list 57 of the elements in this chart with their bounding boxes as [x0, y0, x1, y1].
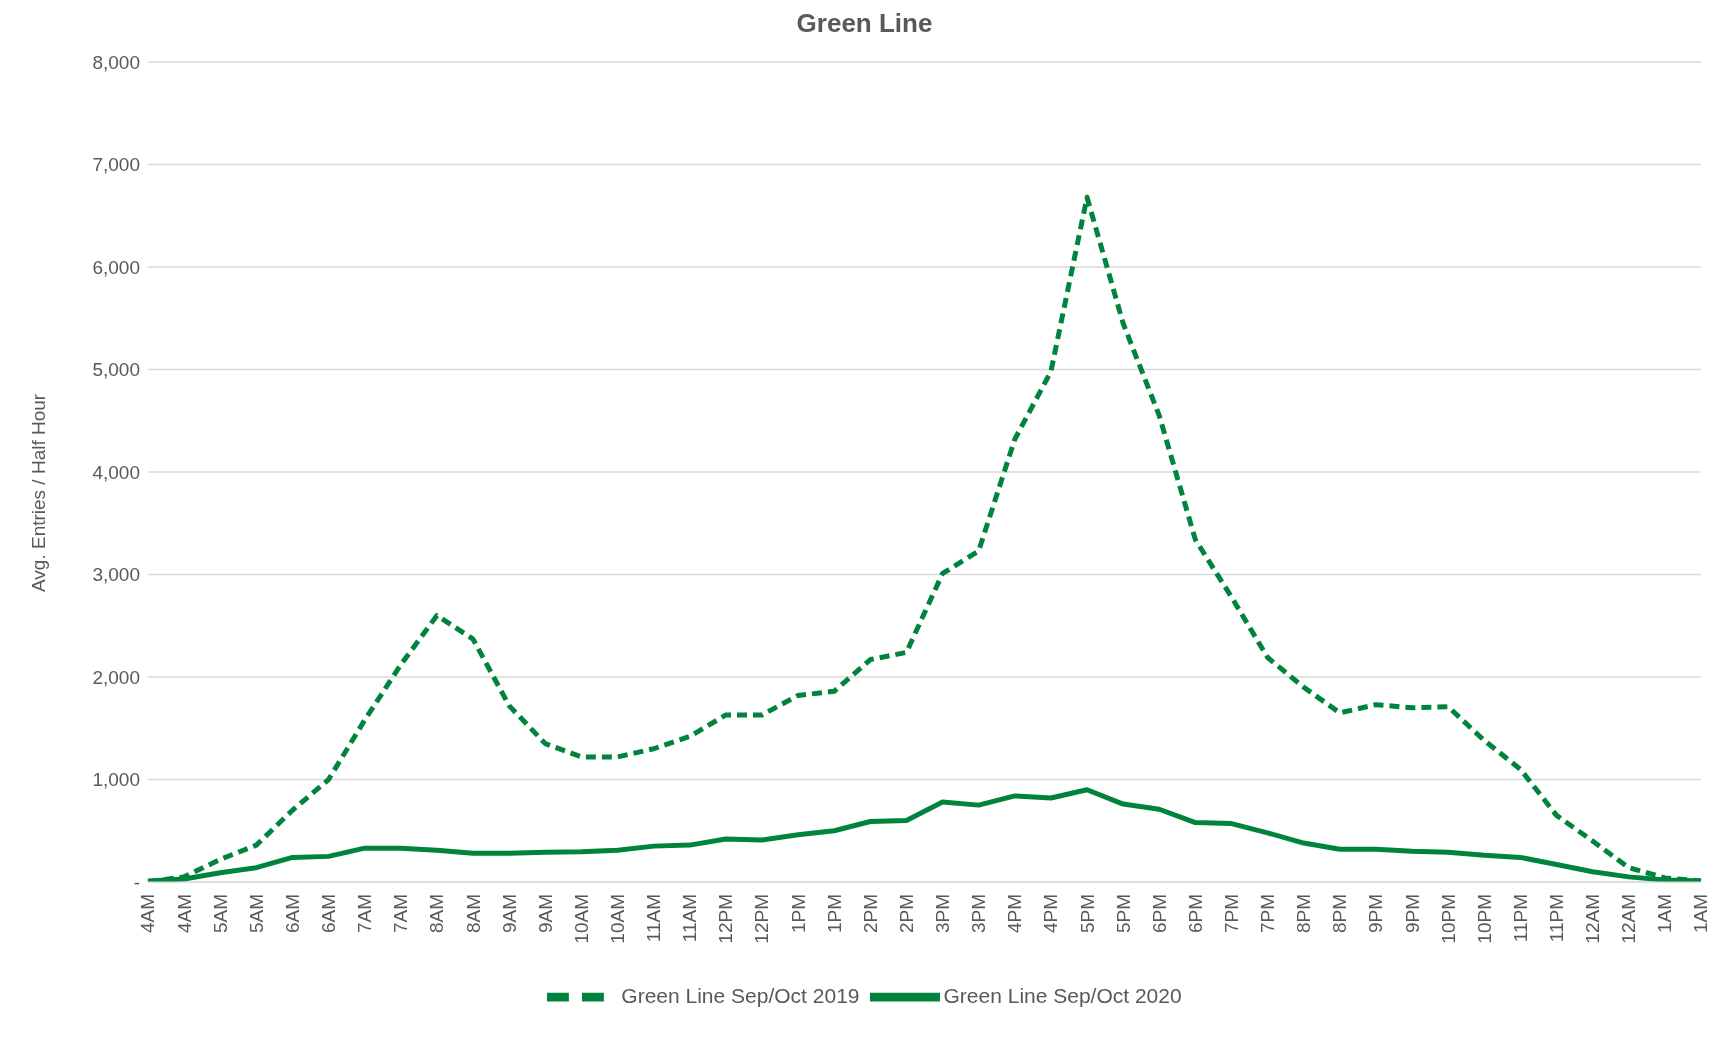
x-tick-label: 6PM: [1148, 894, 1170, 934]
legend-label: Green Line Sep/Oct 2019: [621, 983, 860, 1007]
x-tick-label: 9AM: [498, 894, 520, 934]
x-tick-label: 10PM: [1437, 894, 1459, 944]
y-tick-label: 5,000: [92, 359, 140, 381]
x-tick-label: 12AM: [1582, 894, 1604, 944]
x-tick-label: 11PM: [1546, 894, 1568, 943]
x-tick-label: 12AM: [1618, 894, 1640, 944]
x-tick-label: 8PM: [1329, 894, 1351, 934]
x-tick-label: 5AM: [209, 894, 231, 934]
x-tick-label: 4PM: [1040, 894, 1062, 934]
x-tick-label: 3PM: [968, 894, 990, 934]
x-tick-label: 7AM: [354, 894, 376, 934]
y-tick-label: 6,000: [92, 256, 140, 278]
x-tick-label: 10AM: [607, 894, 628, 944]
x-tick-label: 4AM: [137, 894, 159, 934]
chart-title: Green Line: [795, 8, 934, 40]
x-tick-label: 11AM: [643, 894, 665, 943]
x-tick-label: 2PM: [895, 894, 917, 934]
x-tick-label: 5AM: [245, 894, 267, 934]
x-tick-label: 2PM: [859, 894, 881, 934]
x-tick-label: 6AM: [281, 894, 303, 934]
x-tick-label: 9AM: [534, 894, 556, 934]
y-tick-label: -: [133, 871, 140, 893]
y-tick-label: 1,000: [92, 769, 140, 791]
x-tick-label: 8PM: [1293, 894, 1315, 934]
x-tick-label: 12PM: [715, 894, 737, 944]
x-tick-label: 1AM: [1654, 894, 1676, 934]
x-tick-label: 10AM: [570, 894, 592, 944]
x-tick-label: 7PM: [1220, 894, 1242, 934]
x-tick-label: 11PM: [1509, 894, 1531, 943]
x-tick-label: 4AM: [173, 894, 195, 934]
x-tick-label: 9PM: [1401, 894, 1423, 934]
x-tick-label: 3PM: [932, 894, 954, 934]
x-tick-label: 8AM: [462, 894, 484, 934]
x-tick-label: 1PM: [823, 894, 845, 934]
x-tick-label: 5PM: [1076, 894, 1098, 934]
y-tick-label: 8,000: [92, 51, 140, 73]
y-tick-label: 3,000: [92, 564, 140, 586]
x-tick-label: 8AM: [426, 894, 448, 934]
x-tick-label: 11AM: [679, 894, 701, 943]
y-tick-label: 2,000: [92, 666, 140, 688]
x-tick-label: 1AM: [1690, 894, 1712, 934]
x-tick-label: 12PM: [751, 894, 773, 944]
x-tick-label: 10PM: [1473, 894, 1495, 944]
x-tick-label: 6AM: [318, 894, 340, 934]
legend-label: Green Line Sep/Oct 2020: [943, 983, 1182, 1007]
x-tick-label: 4PM: [1004, 894, 1026, 934]
y-tick-label: 7,000: [92, 154, 140, 176]
x-tick-label: 7PM: [1257, 894, 1279, 934]
y-tick-label: 4,000: [92, 461, 140, 483]
y-axis-title: Avg. Entries / Half Hour: [27, 393, 49, 592]
x-tick-label: 7AM: [390, 894, 412, 934]
x-tick-label: 9PM: [1365, 894, 1387, 934]
x-tick-label: 1PM: [787, 894, 809, 934]
x-tick-label: 6PM: [1184, 894, 1206, 934]
x-tick-label: 5PM: [1112, 894, 1134, 934]
